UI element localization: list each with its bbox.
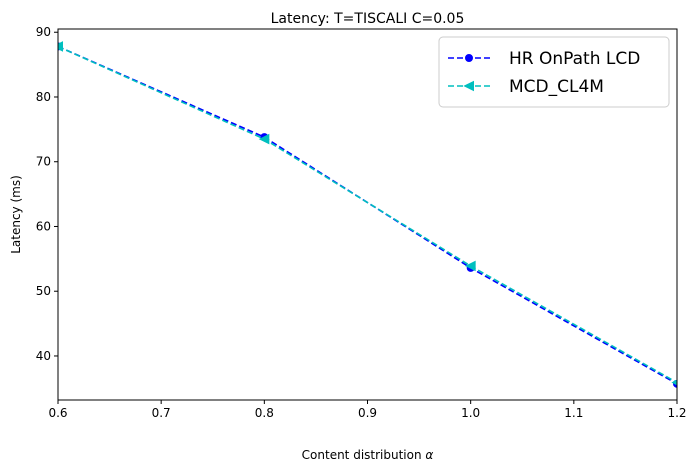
x-tick-label: 1.0 xyxy=(461,406,480,420)
y-axis-label: Latency (ms) xyxy=(9,175,23,254)
legend-label-1: HR OnPath LCD xyxy=(509,49,640,69)
y-axis: 40 50 60 70 80 90 xyxy=(36,25,58,363)
y-tick-label: 80 xyxy=(36,90,51,104)
series-layer xyxy=(58,41,677,388)
y-tick-label: 40 xyxy=(36,349,51,363)
x-tick-label: 0.8 xyxy=(255,406,274,420)
x-tick-label: 1.2 xyxy=(667,406,686,420)
chart-title: Latency: T=TISCALI C=0.05 xyxy=(271,11,465,27)
series-2-point xyxy=(58,41,63,52)
series-2-point xyxy=(671,379,677,386)
x-tick-label: 0.7 xyxy=(152,406,171,420)
series-2-point xyxy=(465,260,476,272)
y-tick-label: 50 xyxy=(36,284,51,298)
x-axis: 0.6 0.7 0.8 0.9 1.0 1.1 1.2 xyxy=(48,400,687,420)
x-tick-label: 0.9 xyxy=(358,406,377,420)
legend: HR OnPath LCD MCD_CL4M xyxy=(438,36,670,108)
y-tick-label: 60 xyxy=(36,219,51,233)
legend-label-2: MCD_CL4M xyxy=(509,77,604,97)
y-tick-label: 90 xyxy=(36,25,51,39)
x-axis-label: Content distribution α xyxy=(302,448,434,462)
legend-box xyxy=(438,36,670,108)
x-tick-label: 1.1 xyxy=(564,406,583,420)
y-tick-label: 70 xyxy=(36,155,51,169)
series-line-2 xyxy=(58,45,677,384)
legend-marker-2 xyxy=(463,80,474,92)
x-tick-label: 0.6 xyxy=(48,406,67,420)
series-2-point xyxy=(258,133,270,145)
legend-marker-1 xyxy=(465,54,473,62)
